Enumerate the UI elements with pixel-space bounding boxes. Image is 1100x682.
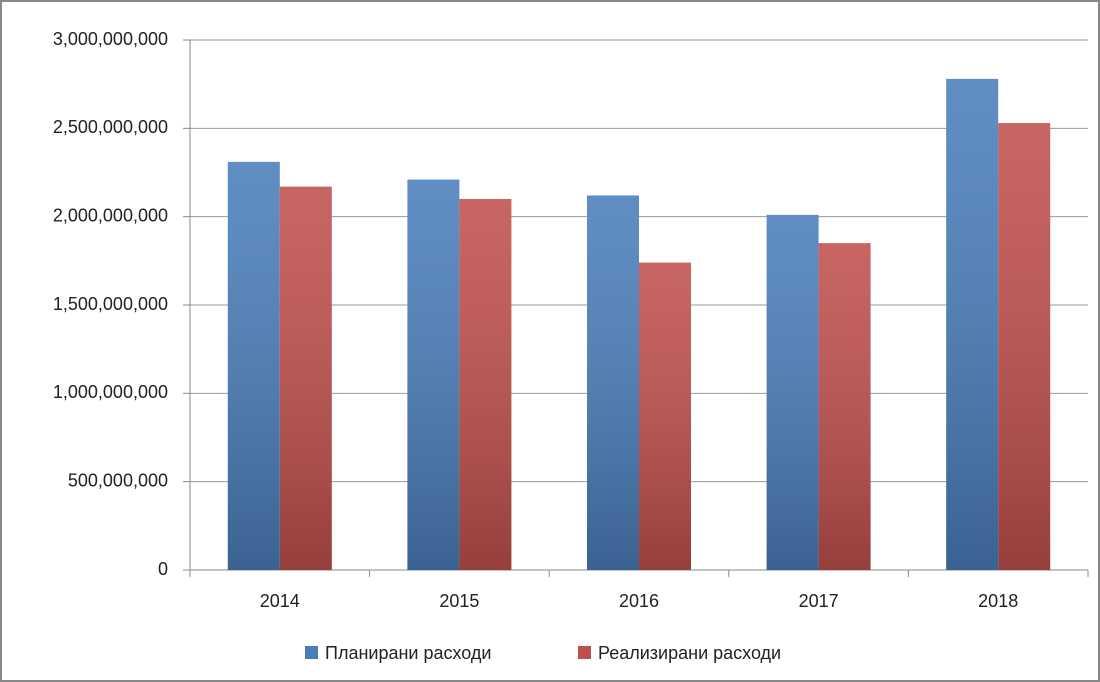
bar-shade [639, 262, 691, 570]
bar [766, 214, 819, 570]
legend-swatch [578, 646, 591, 659]
bar [279, 186, 332, 570]
bar [227, 161, 280, 570]
bar [998, 123, 1051, 571]
bar-shade [818, 243, 871, 570]
x-tick-label: 2018 [978, 591, 1018, 611]
y-tick-label: 3,000,000,000 [53, 29, 168, 49]
x-tick-label: 2014 [260, 591, 300, 611]
bar [587, 195, 639, 570]
bar [818, 243, 871, 570]
y-tick-label: 500,000,000 [68, 470, 168, 490]
bar [946, 78, 999, 570]
bar-shade [227, 161, 280, 570]
y-tick-label: 2,000,000,000 [53, 205, 168, 225]
y-tick-label: 1,000,000,000 [53, 382, 168, 402]
bar [459, 199, 512, 570]
x-tick-label: 2017 [799, 591, 839, 611]
x-tick-label: 2016 [619, 591, 659, 611]
y-tick-label: 1,500,000,000 [53, 294, 168, 314]
bar-shade [459, 199, 512, 570]
x-tick-label: 2015 [439, 591, 479, 611]
bar-shade [946, 78, 999, 570]
bar-shade [766, 214, 819, 570]
y-tick-label: 0 [158, 559, 168, 579]
bar-shade [587, 195, 639, 570]
bar-shade [998, 123, 1051, 571]
y-tick-label: 2,500,000,000 [53, 117, 168, 137]
bar [639, 262, 691, 570]
bar-shade [279, 186, 332, 570]
bar [407, 179, 460, 571]
bar-shade [407, 179, 460, 571]
legend-label: Реализирани расходи [598, 643, 781, 663]
legend-swatch [305, 646, 318, 659]
legend-label: Планирани расходи [325, 643, 491, 663]
